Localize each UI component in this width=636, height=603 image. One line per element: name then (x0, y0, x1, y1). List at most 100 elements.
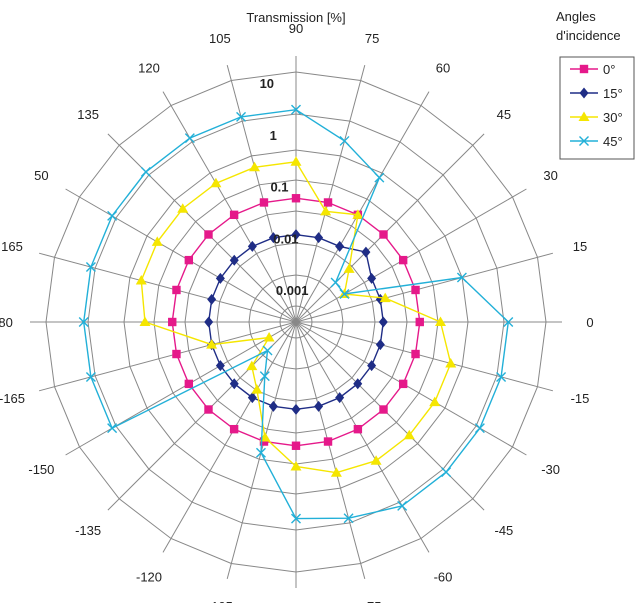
data-point (367, 360, 377, 372)
data-point (236, 111, 247, 122)
angle-label: 180 (0, 315, 13, 330)
data-point (374, 172, 385, 183)
data-point (268, 400, 278, 412)
data-point (429, 396, 441, 407)
legend-box (559, 56, 635, 160)
angle-label: 105 (209, 31, 231, 46)
data-point (206, 339, 218, 349)
angle-label: -120 (136, 570, 162, 585)
data-point (434, 316, 446, 326)
data-point (291, 441, 301, 450)
data-point (291, 229, 301, 241)
data-point (370, 455, 382, 465)
data-point (330, 467, 342, 477)
angle-label: 50 (34, 168, 48, 183)
data-point (259, 198, 269, 207)
grid-spoke (162, 91, 297, 323)
angle-label: 165 (1, 239, 23, 254)
grid-spoke (295, 64, 366, 323)
radial-tick-label: 10 (260, 76, 274, 91)
angle-label: -150 (28, 462, 54, 477)
grid-spoke (295, 321, 554, 392)
data-point (291, 403, 301, 415)
data-point (184, 255, 194, 265)
data-point (323, 437, 333, 446)
legend-item: 45° (570, 134, 623, 149)
data-point (441, 467, 452, 478)
grid-spoke (295, 133, 485, 323)
data-point (474, 423, 485, 434)
grid-spoke (295, 321, 430, 553)
angle-label: -45 (495, 523, 514, 538)
data-point (229, 424, 239, 434)
data-point (107, 423, 118, 434)
data-point (177, 203, 189, 213)
data-point (78, 317, 89, 327)
angle-label: 75 (365, 31, 379, 46)
legend-marker (578, 111, 590, 121)
data-point (367, 272, 377, 284)
data-point (314, 400, 324, 412)
series-1 (204, 229, 388, 415)
series-3 (78, 104, 514, 524)
legend: Angles d'incidence 0° 15° 30° 45° (556, 9, 635, 160)
legend-label: 15° (603, 86, 623, 101)
data-point (314, 232, 324, 244)
data-point (184, 133, 195, 144)
data-point (204, 316, 214, 328)
grid-spoke (107, 133, 297, 323)
data-point (379, 292, 391, 303)
data-point (496, 371, 507, 382)
data-point (411, 349, 420, 359)
grid-spoke (38, 321, 297, 392)
data-point (151, 236, 163, 246)
angle-label: 120 (138, 60, 160, 75)
data-point (207, 293, 217, 305)
data-point (353, 378, 363, 390)
grid-spoke (295, 321, 527, 456)
grid-spoke (226, 64, 297, 323)
data-point (291, 104, 301, 115)
data-point (375, 293, 385, 305)
data-point (255, 447, 266, 458)
angle-label: 0 (586, 315, 593, 330)
data-point (290, 156, 302, 166)
radial-tick-label: 0.1 (270, 180, 288, 195)
data-point (323, 198, 333, 207)
legend-item: 30° (570, 110, 623, 125)
data-point (135, 275, 147, 285)
data-point (378, 316, 388, 328)
data-point (229, 254, 239, 266)
data-point (290, 460, 302, 471)
legend-item: 15° (570, 86, 623, 101)
radial-tick-label: 0.001 (276, 283, 309, 298)
data-point (335, 392, 345, 404)
data-point (403, 429, 415, 440)
chart-title: Transmission [%] (246, 10, 345, 25)
data-point (503, 317, 514, 327)
data-point (172, 285, 181, 295)
grid-spoke (65, 188, 297, 323)
data-point (204, 230, 213, 239)
angle-label: 135 (77, 107, 99, 122)
series-layer (78, 104, 514, 524)
data-point (215, 272, 225, 284)
legend-item: 0° (570, 62, 615, 77)
data-point (375, 339, 385, 351)
angle-label: 15 (573, 239, 587, 254)
series-2 (135, 156, 457, 477)
grid-spoke (65, 321, 297, 456)
data-point (343, 263, 355, 273)
data-point (172, 349, 181, 359)
data-point (411, 285, 420, 295)
legend-label: 0° (603, 62, 615, 77)
radial-tick-label: 0.01 (273, 231, 298, 246)
data-point (215, 360, 225, 372)
grid-spoke (295, 321, 485, 511)
data-point (204, 405, 213, 414)
angle-label: -30 (541, 462, 560, 477)
data-point (291, 513, 301, 524)
angle-label: -60 (434, 570, 453, 585)
legend-items: 0° 15° 30° 45° (570, 62, 623, 149)
data-point (352, 209, 364, 219)
